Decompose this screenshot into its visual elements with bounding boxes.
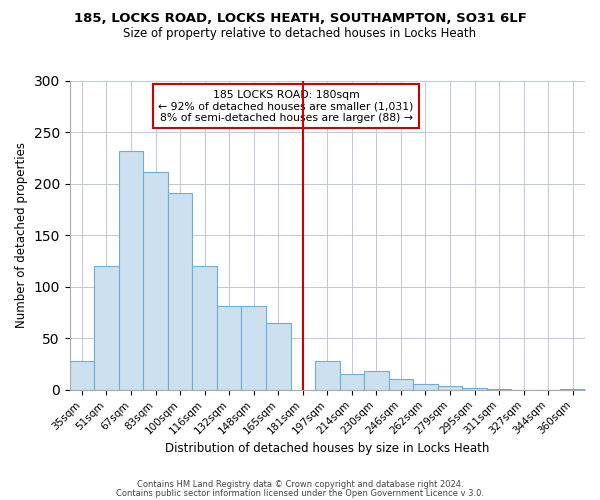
Bar <box>364 372 389 390</box>
Bar <box>389 378 413 390</box>
Bar <box>193 266 217 390</box>
Text: 185 LOCKS ROAD: 180sqm
← 92% of detached houses are smaller (1,031)
8% of semi-d: 185 LOCKS ROAD: 180sqm ← 92% of detached… <box>158 90 414 123</box>
Text: Contains public sector information licensed under the Open Government Licence v : Contains public sector information licen… <box>116 488 484 498</box>
Bar <box>413 384 438 390</box>
Bar <box>340 374 364 390</box>
Bar <box>168 193 193 390</box>
Text: Contains HM Land Registry data © Crown copyright and database right 2024.: Contains HM Land Registry data © Crown c… <box>137 480 463 489</box>
Text: 185, LOCKS ROAD, LOCKS HEATH, SOUTHAMPTON, SO31 6LF: 185, LOCKS ROAD, LOCKS HEATH, SOUTHAMPTO… <box>74 12 526 26</box>
Bar <box>94 266 119 390</box>
Bar <box>143 172 168 390</box>
X-axis label: Distribution of detached houses by size in Locks Heath: Distribution of detached houses by size … <box>165 442 490 455</box>
Bar <box>70 361 94 390</box>
Bar <box>266 323 290 390</box>
Bar <box>217 306 241 390</box>
Text: Size of property relative to detached houses in Locks Heath: Size of property relative to detached ho… <box>124 28 476 40</box>
Bar <box>119 150 143 390</box>
Bar <box>315 361 340 390</box>
Bar <box>438 386 462 390</box>
Y-axis label: Number of detached properties: Number of detached properties <box>15 142 28 328</box>
Bar <box>487 389 511 390</box>
Bar <box>560 389 585 390</box>
Bar <box>462 388 487 390</box>
Bar <box>241 306 266 390</box>
